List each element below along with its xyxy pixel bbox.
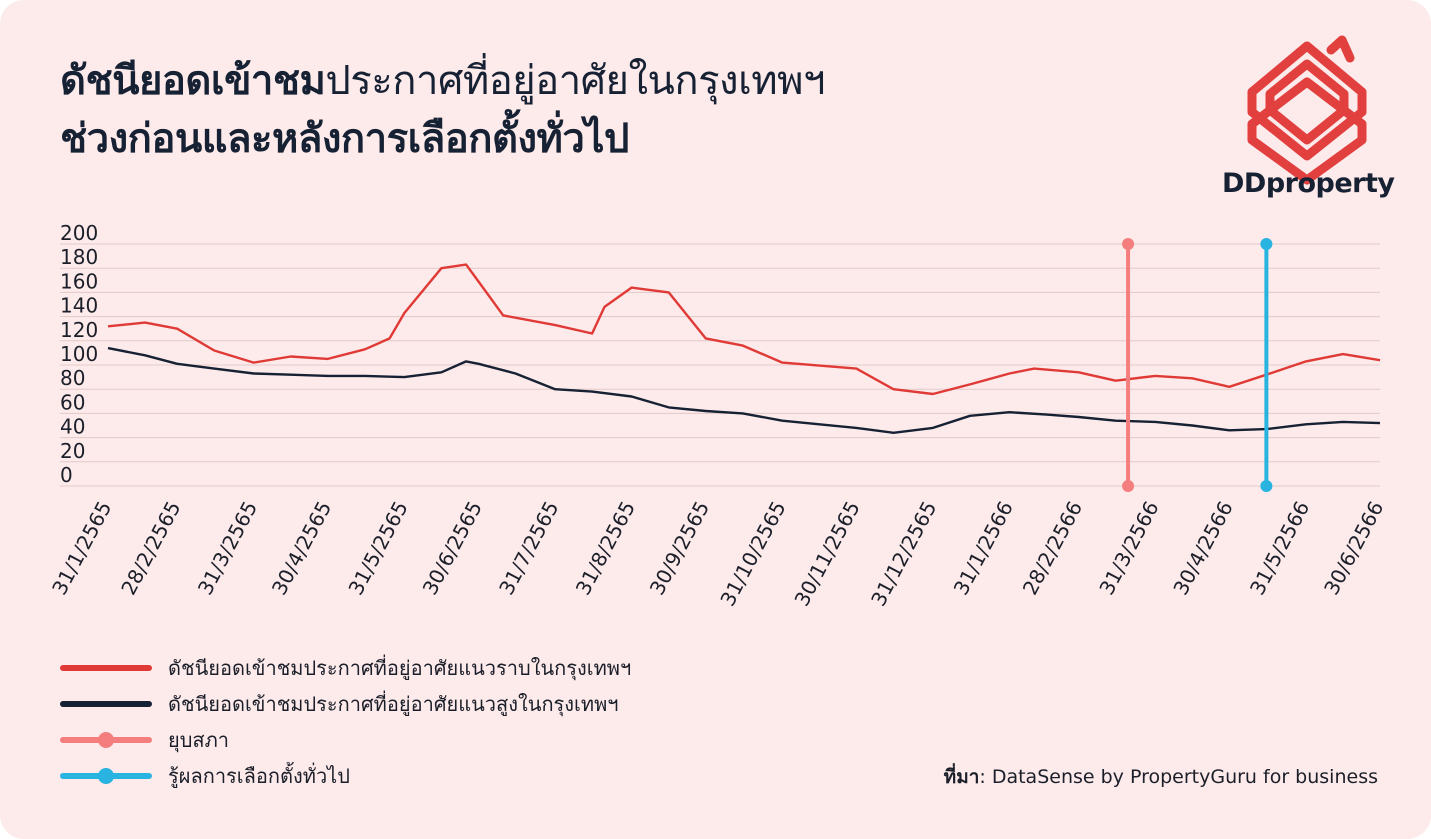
- x-tick-label: 30/11/2565: [789, 497, 864, 610]
- x-axis-tick-labels: 31/1/2565 28/2/2565 31/3/2565 30/4/2565 31/5…: [47, 497, 1388, 610]
- y-tick-label: 160: [60, 269, 98, 293]
- grid-lines: [60, 243, 1380, 487]
- series-line-high-rise: [107, 346, 1381, 434]
- legend-label-high-rise: ดัชนียอดเข้าชมประกาศที่อยู่อาศัยแนวสูงใน…: [168, 692, 619, 716]
- legend-label-low-rise: ดัชนียอดเข้าชมประกาศที่อยู่อาศัยแนวราบใน…: [168, 656, 632, 680]
- y-tick-label: 40: [60, 415, 85, 439]
- y-tick-label: 140: [60, 294, 98, 318]
- x-tick-label: 31/8/2565: [571, 497, 640, 599]
- source-label: ที่มา: [943, 766, 980, 788]
- legend-label-dissolution: ยุบสภา: [168, 728, 230, 752]
- x-tick-label: 28/2/2565: [116, 497, 185, 599]
- marker-dot-top-dissolution: [1122, 238, 1135, 250]
- title-line-1: ดัชนียอดเข้าชมประกาศที่อยู่อาศัยในกรุงเท…: [60, 52, 825, 110]
- y-tick-label: 100: [60, 342, 98, 366]
- x-tick-label: 30/9/2565: [645, 497, 714, 599]
- legend-item-high-rise: ดัชนียอดเข้าชมประกาศที่อยู่อาศัยแนวสูงใน…: [60, 686, 631, 722]
- y-tick-label: 180: [60, 245, 98, 269]
- x-tick-label: 30/6/2565: [418, 497, 487, 599]
- ddproperty-logo-icon: [1247, 35, 1367, 185]
- x-tick-label: 31/5/2565: [343, 497, 412, 599]
- y-tick-label: 20: [60, 439, 85, 463]
- title-line-2: ช่วงก่อนและหลังการเลือกตั้งทั่วไป: [60, 116, 629, 162]
- y-tick-label: 200: [60, 221, 98, 245]
- title-bold-part: ดัชนียอดเข้าชม: [60, 58, 326, 104]
- y-tick-label: 60: [60, 390, 85, 414]
- marker-dot-top-election: [1260, 238, 1273, 250]
- y-tick-label: 0: [60, 463, 73, 487]
- x-tick-label: 31/12/2565: [866, 497, 941, 610]
- legend-swatch-high-rise: [60, 694, 152, 714]
- legend-swatch-low-rise: [60, 658, 152, 678]
- series-lines: [107, 263, 1381, 434]
- x-tick-label: 31/1/2565: [47, 497, 116, 599]
- marker-dot-bottom-election: [1260, 480, 1273, 492]
- x-tick-label: 30/6/2566: [1319, 497, 1388, 599]
- x-tick-label: 31/7/2565: [494, 497, 563, 599]
- legend-item-election: รู้ผลการเลือกตั้งทั่วไป: [60, 758, 631, 794]
- x-tick-label: 28/2/2566: [1018, 497, 1087, 599]
- title-regular-part: ประกาศที่อยู่อาศัยในกรุงเทพฯ: [325, 58, 825, 104]
- event-markers: [1122, 238, 1273, 492]
- x-tick-label: 31/5/2566: [1245, 497, 1314, 599]
- brand-name: DDproperty: [1222, 168, 1395, 199]
- source-text: : DataSense by PropertyGuru for business: [979, 766, 1378, 788]
- y-tick-label: 120: [60, 318, 98, 342]
- legend: ดัชนียอดเข้าชมประกาศที่อยู่อาศัยแนวราบใน…: [60, 650, 631, 794]
- legend-swatch-dissolution: [60, 730, 152, 750]
- x-tick-label: 31/3/2566: [1094, 497, 1163, 599]
- legend-item-dissolution: ยุบสภา: [60, 722, 631, 758]
- legend-swatch-election: [60, 766, 152, 786]
- legend-label-election: รู้ผลการเลือกตั้งทั่วไป: [168, 764, 350, 788]
- y-tick-label: 80: [60, 366, 85, 390]
- x-tick-label: 31/10/2565: [715, 497, 790, 610]
- chart-title: ดัชนียอดเข้าชมประกาศที่อยู่อาศัยในกรุงเท…: [60, 52, 825, 168]
- source-note: ที่มา: DataSense by PropertyGuru for bus…: [944, 762, 1378, 792]
- series-line-low-rise: [107, 263, 1381, 396]
- x-tick-label: 31/1/2566: [949, 497, 1018, 599]
- x-tick-label: 30/4/2565: [267, 497, 336, 599]
- legend-item-low-rise: ดัชนียอดเข้าชมประกาศที่อยู่อาศัยแนวราบใน…: [60, 650, 631, 686]
- x-tick-label: 31/3/2565: [193, 497, 262, 599]
- x-tick-label: 30/4/2566: [1168, 497, 1237, 599]
- marker-dot-bottom-dissolution: [1122, 480, 1135, 492]
